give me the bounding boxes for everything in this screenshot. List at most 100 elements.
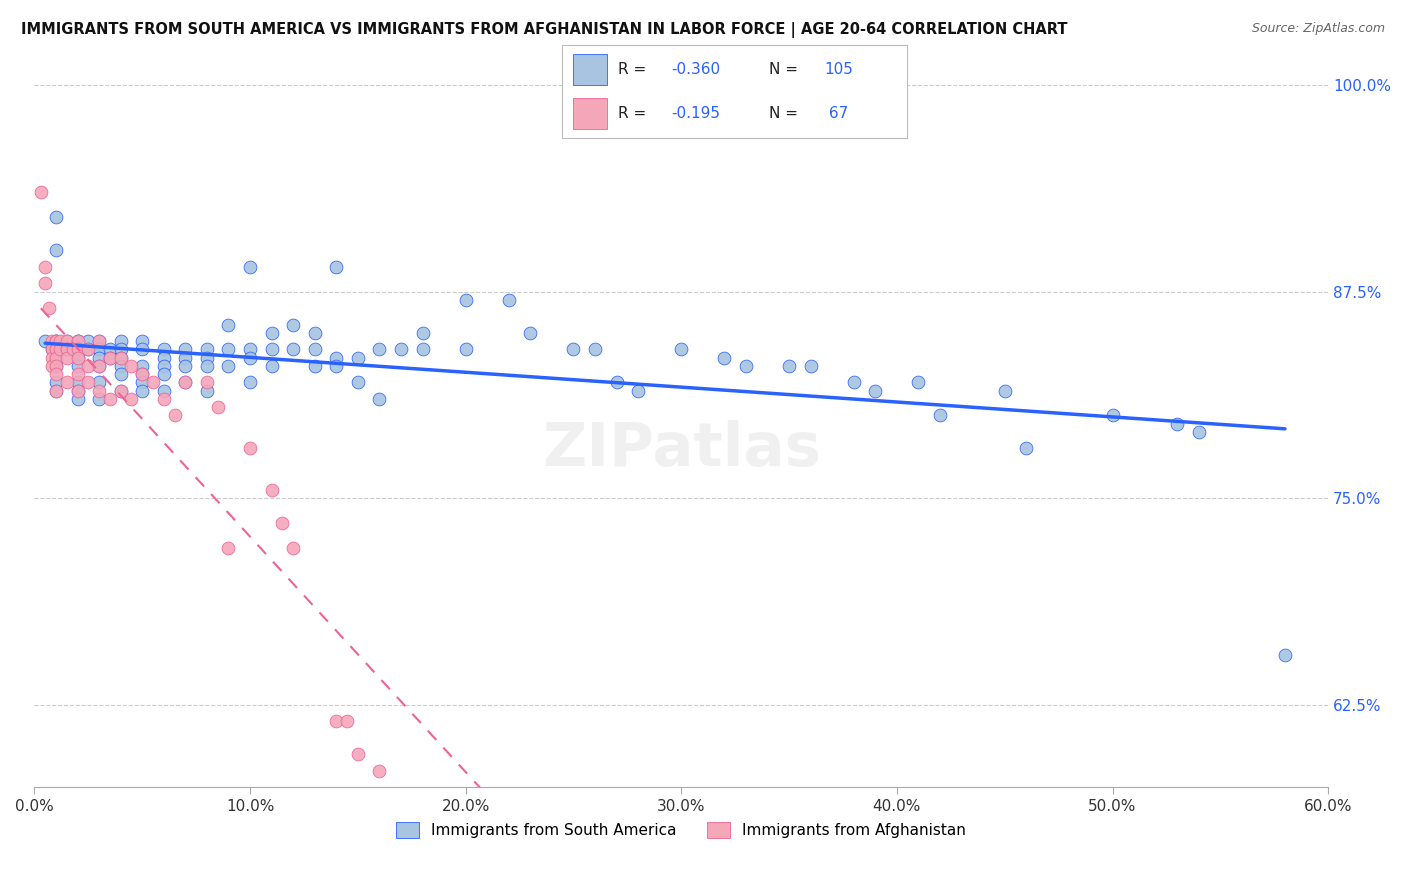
Point	[66, 343, 89, 357]
Point	[131, 367, 153, 381]
Point	[87, 359, 110, 373]
Point	[1188, 425, 1211, 439]
Point	[671, 343, 693, 357]
Point	[152, 359, 174, 373]
Point	[195, 376, 218, 390]
Point	[34, 277, 56, 291]
Point	[412, 326, 434, 340]
Point	[87, 334, 110, 348]
Point	[735, 359, 758, 373]
Point	[30, 186, 52, 200]
Point	[174, 343, 197, 357]
Point	[778, 359, 800, 373]
Point	[1101, 409, 1123, 423]
Text: N =: N =	[769, 106, 803, 121]
Text: R =: R =	[617, 106, 651, 121]
Point	[325, 359, 347, 373]
Point	[45, 334, 67, 348]
Point	[389, 343, 412, 357]
Point	[627, 384, 650, 398]
Point	[304, 343, 326, 357]
Point	[239, 260, 262, 274]
Point	[45, 351, 67, 365]
Point	[38, 301, 60, 315]
Bar	[572, 98, 607, 129]
Point	[174, 376, 197, 390]
Bar	[572, 54, 607, 85]
Point	[217, 541, 239, 555]
Text: R =: R =	[617, 62, 651, 77]
Point	[77, 334, 100, 348]
Point	[368, 764, 391, 778]
Point	[606, 376, 628, 390]
Point	[45, 334, 67, 348]
Point	[217, 318, 239, 332]
Point	[45, 384, 67, 398]
Point	[174, 359, 197, 373]
Point	[454, 343, 477, 357]
Point	[66, 359, 89, 373]
Point	[87, 376, 110, 390]
Legend: Immigrants from South America, Immigrants from Afghanistan: Immigrants from South America, Immigrant…	[389, 816, 973, 844]
Point	[66, 343, 89, 357]
Point	[131, 343, 153, 357]
Point	[304, 359, 326, 373]
Point	[66, 334, 89, 348]
Point	[152, 343, 174, 357]
Point	[45, 376, 67, 390]
Text: N =: N =	[769, 62, 803, 77]
Point	[1274, 648, 1296, 662]
Point	[45, 343, 67, 357]
Point	[110, 351, 132, 365]
Point	[239, 351, 262, 365]
Point	[49, 334, 72, 348]
Point	[800, 359, 823, 373]
Point	[152, 392, 174, 406]
Point	[281, 343, 304, 357]
Point	[412, 343, 434, 357]
Point	[66, 334, 89, 348]
Point	[583, 343, 606, 357]
Point	[346, 747, 368, 761]
Point	[77, 359, 100, 373]
Point	[45, 384, 67, 398]
Point	[325, 714, 347, 728]
Point	[239, 343, 262, 357]
Point	[55, 351, 77, 365]
Point	[336, 714, 359, 728]
Point	[174, 351, 197, 365]
Point	[174, 376, 197, 390]
Point	[66, 351, 89, 365]
Point	[55, 343, 77, 357]
Point	[45, 334, 67, 348]
Point	[45, 343, 67, 357]
Point	[77, 376, 100, 390]
Point	[195, 343, 218, 357]
Text: ZIPatlas: ZIPatlas	[541, 420, 821, 479]
Point	[325, 351, 347, 365]
Point	[239, 442, 262, 456]
Point	[66, 392, 89, 406]
Point	[195, 359, 218, 373]
Point	[110, 334, 132, 348]
Point	[66, 351, 89, 365]
Point	[562, 343, 585, 357]
Point	[66, 334, 89, 348]
Point	[45, 244, 67, 258]
Point	[98, 351, 121, 365]
Point	[77, 343, 100, 357]
Point	[131, 376, 153, 390]
Point	[98, 392, 121, 406]
Point	[55, 334, 77, 348]
Point	[45, 367, 67, 381]
Point	[498, 293, 520, 307]
Point	[87, 343, 110, 357]
Point	[454, 293, 477, 307]
Point	[66, 384, 89, 398]
Text: 67: 67	[824, 106, 848, 121]
Point	[865, 384, 887, 398]
Point	[41, 343, 63, 357]
Point	[110, 384, 132, 398]
Point	[77, 343, 100, 357]
Point	[368, 343, 391, 357]
